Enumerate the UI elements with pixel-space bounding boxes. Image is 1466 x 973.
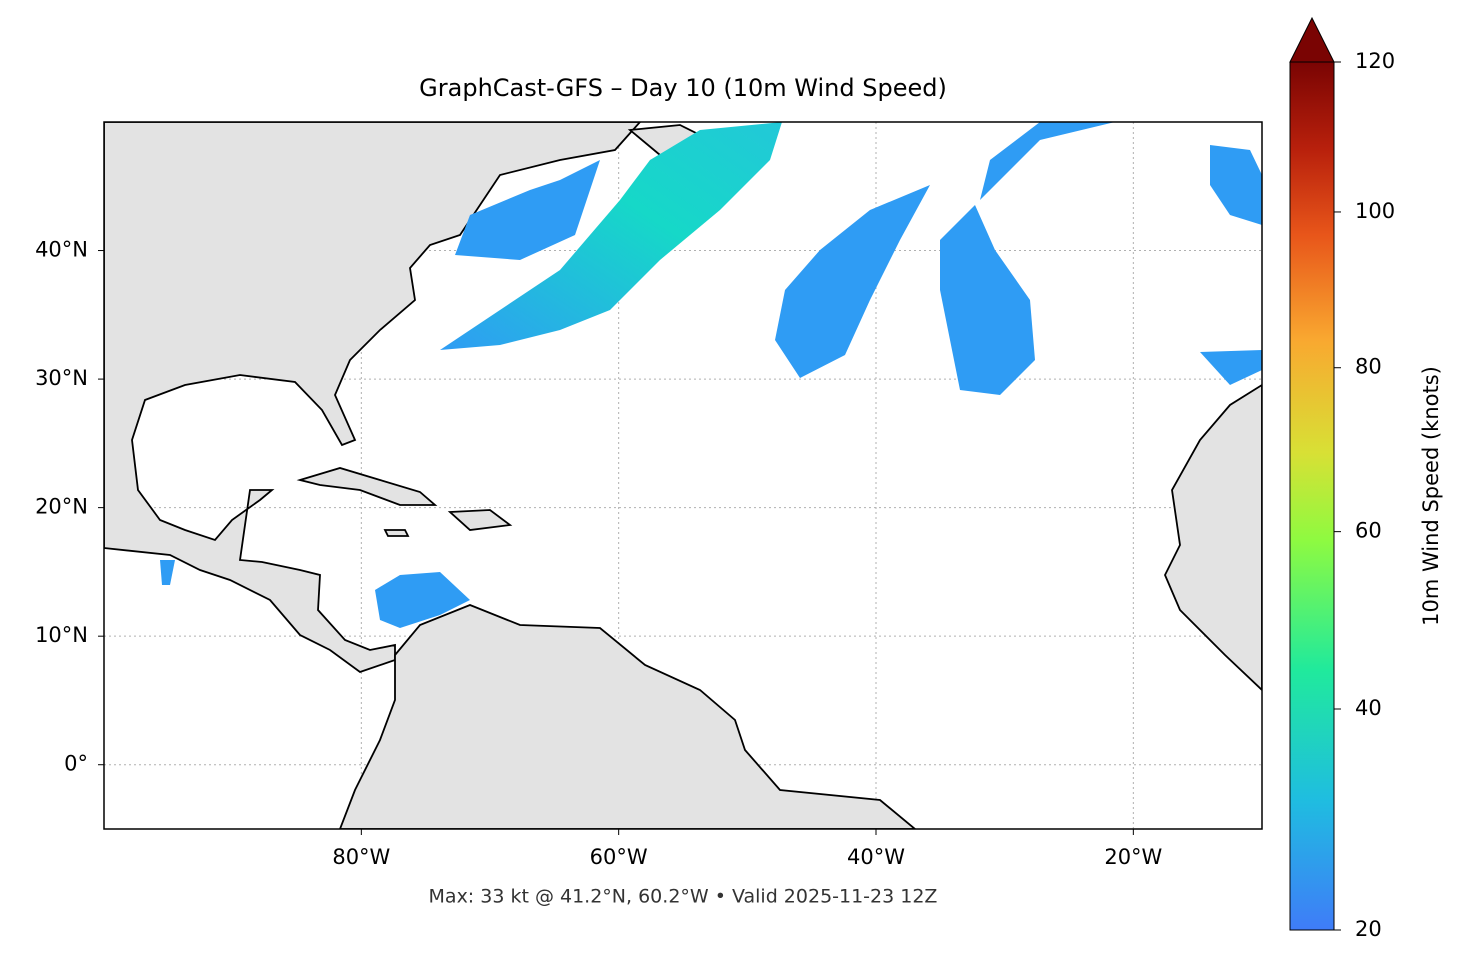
y-tick-label: 10°N xyxy=(35,623,88,647)
x-tick-label: 80°W xyxy=(332,845,390,869)
wind-field xyxy=(775,185,930,378)
map-area xyxy=(104,122,1262,829)
colorbar-tick-label: 20 xyxy=(1355,917,1382,941)
wind-field xyxy=(940,205,1035,395)
x-tick-label: 60°W xyxy=(590,845,648,869)
wind-field xyxy=(455,160,600,260)
y-tick-label: 40°N xyxy=(35,238,88,262)
colorbar-label: 10m Wind Speed (knots) xyxy=(1419,366,1443,626)
colorbar xyxy=(1289,61,1335,931)
colorbar-tick-label: 60 xyxy=(1355,519,1382,543)
colorbar-tick-label: 40 xyxy=(1355,696,1382,720)
map-frame xyxy=(103,121,1263,830)
wind-field xyxy=(980,122,1115,200)
y-tick-label: 30°N xyxy=(35,366,88,390)
cuba xyxy=(296,467,438,506)
y-tick-label: 20°N xyxy=(35,495,88,519)
x-tick-label: 20°W xyxy=(1104,845,1162,869)
wind-field xyxy=(1210,145,1262,225)
colorbar-extend xyxy=(1289,16,1335,63)
y-tick-label: 0° xyxy=(64,752,88,776)
wind-field xyxy=(160,560,175,585)
hispaniola xyxy=(447,509,513,531)
colorbar-tick-label: 100 xyxy=(1355,199,1395,223)
north-america xyxy=(104,122,642,674)
map-title: GraphCast-GFS – Day 10 (10m Wind Speed) xyxy=(419,74,947,102)
wind-field xyxy=(440,122,782,350)
wind-field xyxy=(1200,350,1262,385)
colorbar-tick-label: 120 xyxy=(1355,49,1395,73)
x-tick-label: 40°W xyxy=(847,845,905,869)
south-america xyxy=(339,604,917,829)
africa xyxy=(1164,383,1262,692)
colorbar-tick-label: 80 xyxy=(1355,355,1382,379)
wind-field xyxy=(375,572,470,628)
map-annotation: Max: 33 kt @ 41.2°N, 60.2°W • Valid 2025… xyxy=(429,886,938,908)
jamaica xyxy=(383,529,410,537)
